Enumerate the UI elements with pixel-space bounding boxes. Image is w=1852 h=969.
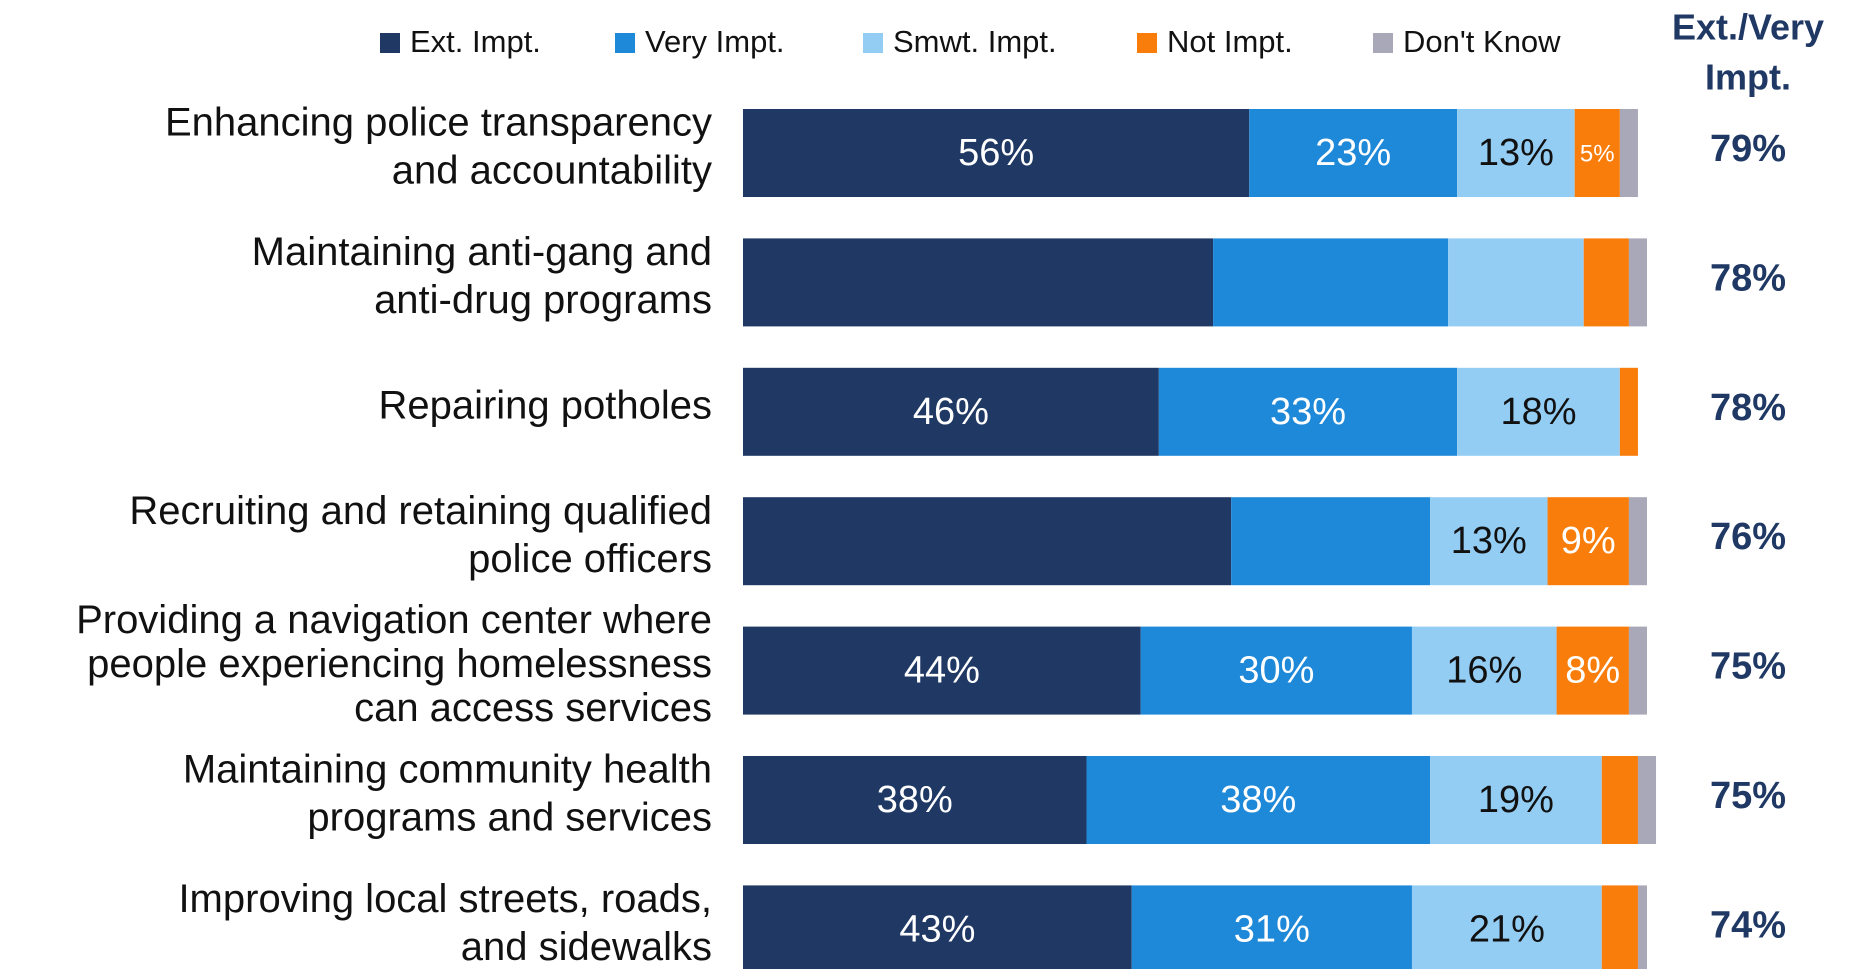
bar-segment xyxy=(1637,756,1657,844)
total-label: 75% xyxy=(1710,775,1786,817)
bar-segment xyxy=(1430,497,1548,586)
data-label: 13% xyxy=(1451,520,1527,562)
data-label: 56% xyxy=(958,132,1034,174)
total-label: 74% xyxy=(1710,904,1786,946)
bar-segment xyxy=(1249,109,1458,197)
bar-segment xyxy=(1574,109,1620,197)
data-label: 21% xyxy=(1469,908,1545,950)
totals-header: Impt. xyxy=(1705,57,1791,98)
total-label: 79% xyxy=(1710,128,1786,170)
legend-label: Ext. Impt. xyxy=(410,24,541,59)
total-label: 78% xyxy=(1710,387,1786,429)
bar-segment xyxy=(1619,109,1638,197)
category-label: people experiencing homelessness xyxy=(87,642,712,686)
data-label: 30% xyxy=(1238,650,1314,692)
category-label: and accountability xyxy=(392,149,712,193)
legend-label: Don't Know xyxy=(1403,24,1561,59)
category-label: police officers xyxy=(468,537,712,581)
data-label: 9% xyxy=(1561,520,1616,562)
data-label: 33% xyxy=(1270,391,1346,433)
data-label: 16% xyxy=(1446,650,1522,692)
bar-segment xyxy=(743,238,1214,327)
category-label: Maintaining community health xyxy=(183,748,712,792)
bar-segment xyxy=(743,626,1141,715)
category-label: anti-drug programs xyxy=(374,278,712,322)
legend-swatch xyxy=(380,33,400,53)
total-label: 76% xyxy=(1710,516,1786,558)
bar-segment xyxy=(743,885,1132,969)
data-label: 8% xyxy=(1565,650,1620,692)
bar-segment xyxy=(1448,238,1584,327)
bar-segment xyxy=(1637,885,1647,969)
total-label: 78% xyxy=(1710,257,1786,299)
bar-segment xyxy=(1556,626,1629,715)
bar-segment xyxy=(1547,497,1629,586)
bar-segment xyxy=(743,756,1087,844)
bar-segment xyxy=(1411,885,1602,969)
data-label: 44% xyxy=(904,650,980,692)
bar-segment xyxy=(1131,885,1412,969)
legend-swatch xyxy=(1137,33,1157,53)
category-label: Recruiting and retaining qualified xyxy=(129,489,712,533)
bar-segment xyxy=(1619,367,1638,456)
data-label: 31% xyxy=(1234,908,1310,950)
bar-segment xyxy=(1457,109,1575,197)
bar-segment xyxy=(1628,497,1647,586)
bar-segment xyxy=(1158,367,1458,456)
category-label: Providing a navigation center where xyxy=(76,598,712,642)
category-label: programs and services xyxy=(307,796,712,840)
category-label: Enhancing police transparency xyxy=(165,101,712,145)
bar-segment xyxy=(1430,756,1602,844)
data-label: 5% xyxy=(1580,140,1615,167)
legend-swatch xyxy=(615,33,635,53)
category-label: can access services xyxy=(354,686,712,730)
category-label: Maintaining anti-gang and xyxy=(252,230,712,274)
bar-segment xyxy=(1601,885,1638,969)
bar-segment xyxy=(1231,497,1431,586)
category-label: Improving local streets, roads, xyxy=(178,877,712,921)
bar-segment xyxy=(1086,756,1431,844)
bar-segment xyxy=(743,109,1250,197)
bar-segment xyxy=(743,367,1159,456)
data-label: 19% xyxy=(1478,779,1554,821)
bar-segment xyxy=(1140,626,1412,715)
bar-segment xyxy=(1213,238,1449,327)
category-label: Repairing potholes xyxy=(378,383,712,427)
bar-segment xyxy=(1628,238,1647,327)
totals-header: Ext./Very xyxy=(1672,7,1824,48)
data-label: 38% xyxy=(877,779,953,821)
legend-swatch xyxy=(1373,33,1393,53)
data-label: 23% xyxy=(1315,132,1391,174)
total-label: 75% xyxy=(1710,646,1786,688)
bar-segment xyxy=(1628,626,1647,715)
legend-swatch xyxy=(863,33,883,53)
bar-segment xyxy=(1583,238,1629,327)
bar-segment xyxy=(743,497,1232,586)
legend-label: Very Impt. xyxy=(645,24,785,59)
category-label: and sidewalks xyxy=(461,925,712,969)
data-label: 43% xyxy=(899,908,975,950)
data-label: 13% xyxy=(1478,132,1554,174)
data-label: 46% xyxy=(913,391,989,433)
legend-label: Not Impt. xyxy=(1167,24,1293,59)
legend-label: Smwt. Impt. xyxy=(893,24,1057,59)
bar-segment xyxy=(1601,756,1638,844)
bar-segment xyxy=(1457,367,1620,456)
data-label: 18% xyxy=(1500,391,1576,433)
bar-segment xyxy=(1411,626,1557,715)
data-label: 38% xyxy=(1220,779,1296,821)
